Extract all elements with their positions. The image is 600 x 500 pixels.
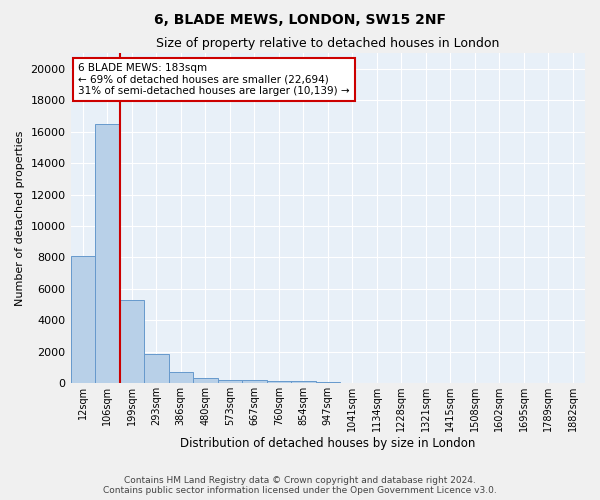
X-axis label: Distribution of detached houses by size in London: Distribution of detached houses by size …	[180, 437, 475, 450]
Bar	[95, 124, 119, 383]
Title: Size of property relative to detached houses in London: Size of property relative to detached ho…	[156, 38, 499, 51]
Bar	[218, 380, 242, 383]
Bar	[316, 382, 340, 383]
Bar	[291, 381, 316, 383]
Text: 6 BLADE MEWS: 183sqm
← 69% of detached houses are smaller (22,694)
31% of semi-d: 6 BLADE MEWS: 183sqm ← 69% of detached h…	[78, 63, 350, 96]
Text: 6, BLADE MEWS, LONDON, SW15 2NF: 6, BLADE MEWS, LONDON, SW15 2NF	[154, 12, 446, 26]
Text: Contains HM Land Registry data © Crown copyright and database right 2024.
Contai: Contains HM Land Registry data © Crown c…	[103, 476, 497, 495]
Bar	[242, 380, 266, 383]
Bar	[169, 372, 193, 383]
Y-axis label: Number of detached properties: Number of detached properties	[15, 130, 25, 306]
Bar	[266, 380, 291, 383]
Bar	[119, 300, 144, 383]
Bar	[71, 256, 95, 383]
Bar	[193, 378, 218, 383]
Bar	[144, 354, 169, 383]
